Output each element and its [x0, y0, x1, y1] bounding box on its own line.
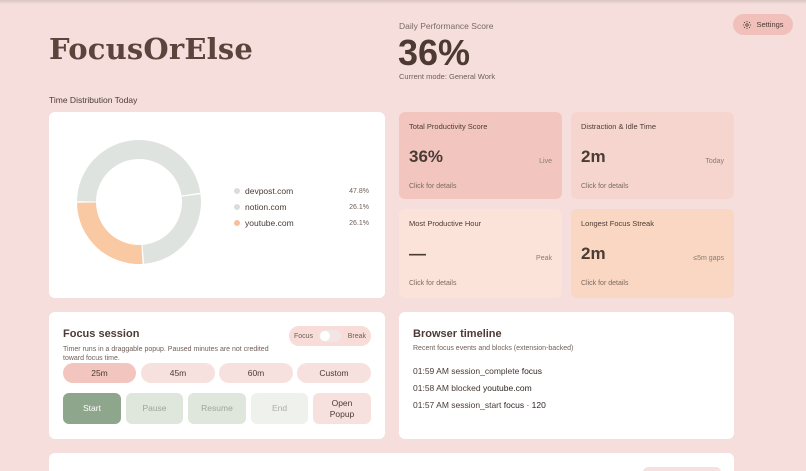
stat-title: Longest Focus Streak [581, 219, 654, 228]
legend-item: notion.com 26.1% [234, 199, 369, 215]
stat-title: Distraction & Idle Time [581, 122, 657, 131]
donut-slice-notion-com [142, 194, 201, 264]
duration-25m-button[interactable]: 25m [63, 363, 136, 383]
legend-item: youtube.com 26.1% [234, 215, 369, 231]
stat-value: 2m [581, 147, 606, 166]
stat-tag: Today [705, 158, 724, 165]
timeline-title: Browser timeline [413, 328, 502, 340]
stat-tag: ≤5m gaps [693, 255, 724, 262]
stat-card-distraction[interactable]: Distraction & Idle Time 2m Today Click f… [571, 112, 734, 199]
timeline-item: 01:59 AM session_complete focus [413, 362, 546, 379]
time-distribution-title: Time Distribution Today [49, 95, 138, 105]
stat-details-link[interactable]: Click for details [409, 183, 457, 190]
stat-details-link[interactable]: Click for details [409, 280, 457, 287]
stat-card-focus-streak[interactable]: Longest Focus Streak 2m ≤5m gaps Click f… [571, 209, 734, 298]
stat-tag: Live [539, 158, 552, 165]
timeline-time: 01:57 AM [413, 399, 449, 410]
legend-percentage: 47.8% [349, 187, 369, 195]
current-mode: Current mode: General Work [399, 72, 496, 81]
top-shadow [0, 0, 806, 4]
performance-value: 36% [398, 32, 471, 73]
browser-timeline-card: Browser timeline Recent focus events and… [399, 312, 734, 439]
donut-slice-youtube-com [77, 202, 143, 264]
stat-value: 36% [409, 147, 444, 166]
stat-card-productivity[interactable]: Total Productivity Score 36% Live Click … [399, 112, 562, 199]
bottom-card [49, 453, 734, 471]
pause-button[interactable]: Pause [126, 393, 183, 424]
toggle-switch[interactable] [319, 330, 342, 342]
toggle-break-label: Break [347, 332, 366, 340]
duration-45m-button[interactable]: 45m [141, 363, 215, 383]
legend-item: devpost.com 47.8% [234, 183, 369, 199]
timeline-list: 01:59 AM session_complete focus 01:58 AM… [413, 362, 546, 413]
time-distribution-card: devpost.com 47.8% notion.com 26.1% youtube.c… [49, 112, 385, 298]
focus-session-card: Focus session Timer runs in a draggable … [49, 312, 385, 439]
donut-slice-devpost-com [77, 140, 201, 202]
donut-chart [77, 140, 201, 264]
settings-button[interactable]: Settings [733, 14, 793, 35]
end-button[interactable]: End [251, 393, 308, 424]
timeline-subtitle: Recent focus events and blocks (extensio… [413, 345, 574, 352]
bottom-card-button[interactable] [643, 467, 721, 471]
stat-value: 2m [581, 244, 606, 263]
start-button[interactable]: Start [63, 393, 121, 424]
timeline-detail: youtube.com [482, 382, 532, 393]
focus-session-description: Timer runs in a draggable popup. Paused … [63, 346, 269, 362]
stat-title: Most Productive Hour [409, 219, 482, 228]
stat-title: Total Productivity Score [409, 122, 488, 131]
stat-card-productive-hour[interactable]: Most Productive Hour — Peak Click for de… [399, 209, 562, 298]
legend-label: notion.com [245, 202, 287, 212]
gear-icon [743, 20, 752, 29]
duration-custom-button[interactable]: Custom [297, 363, 371, 383]
legend-percentage: 26.1% [349, 203, 369, 211]
timeline-detail: focus [521, 365, 543, 376]
open-popup-label: Open Popup [329, 397, 355, 419]
timeline-event: session_start [451, 399, 502, 410]
toggle-knob [320, 331, 331, 341]
duration-60m-button[interactable]: 60m [219, 363, 293, 383]
stat-details-link[interactable]: Click for details [581, 183, 629, 190]
timeline-time: 01:59 AM [413, 365, 449, 376]
timeline-event: blocked [451, 382, 481, 393]
legend-dot [234, 220, 240, 226]
stat-tag: Peak [536, 255, 552, 262]
resume-button[interactable]: Resume [188, 393, 246, 424]
open-popup-button[interactable]: Open Popup [313, 393, 371, 424]
timeline-detail: focus · 120 [503, 399, 546, 410]
timeline-item: 01:57 AM session_start focus · 120 [413, 396, 546, 413]
legend-dot [234, 204, 240, 210]
focus-session-title: Focus session [63, 328, 140, 340]
legend-percentage: 26.1% [349, 219, 369, 227]
legend-label: youtube.com [245, 218, 294, 228]
timeline-event: session_complete [451, 365, 520, 376]
app-brand: FocusOrElse [49, 32, 254, 66]
focus-break-toggle[interactable]: Focus Break [289, 326, 371, 346]
performance-label: Daily Performance Score [399, 21, 494, 31]
stat-value: — [409, 244, 426, 263]
legend-dot [234, 188, 240, 194]
toggle-focus-label: Focus [294, 332, 314, 340]
legend-label: devpost.com [245, 186, 294, 196]
timeline-item: 01:58 AM blocked youtube.com [413, 379, 546, 396]
donut-legend: devpost.com 47.8% notion.com 26.1% youtube.c… [234, 183, 369, 231]
stat-details-link[interactable]: Click for details [581, 280, 629, 287]
timeline-time: 01:58 AM [413, 382, 449, 393]
settings-label: Settings [756, 20, 784, 29]
